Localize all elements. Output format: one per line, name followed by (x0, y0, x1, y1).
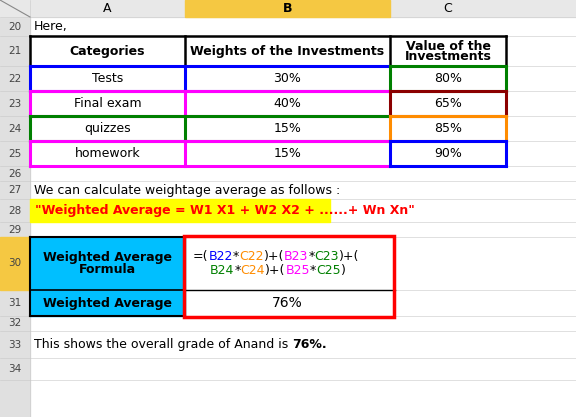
Text: Weighted Average: Weighted Average (43, 251, 172, 264)
Text: 27: 27 (9, 185, 22, 195)
Text: B22: B22 (209, 250, 233, 263)
Text: *: * (308, 250, 314, 263)
Text: 28: 28 (9, 206, 22, 216)
Text: Weighted Average: Weighted Average (43, 296, 172, 309)
Text: C24: C24 (241, 264, 265, 277)
Bar (185, 0, 390, 17)
Text: C22: C22 (239, 250, 264, 263)
Text: Categories: Categories (70, 45, 145, 58)
Bar (30, 237, 185, 316)
Text: C: C (444, 2, 452, 15)
Text: 23: 23 (9, 98, 22, 108)
Text: "Weighted Average = W1 X1 + W2 X2 + ......+ Wn Xn": "Weighted Average = W1 X1 + W2 X2 + ....… (35, 204, 415, 217)
Text: )+(: )+( (339, 250, 359, 263)
Text: quizzes: quizzes (84, 122, 131, 135)
Text: 31: 31 (9, 298, 22, 308)
Text: 32: 32 (9, 319, 22, 329)
Text: 33: 33 (9, 339, 22, 349)
Text: )+(: )+( (264, 250, 284, 263)
Text: 30: 30 (9, 259, 21, 269)
Text: 65%: 65% (434, 97, 462, 110)
Text: *: * (233, 250, 239, 263)
Bar (0, 237, 30, 290)
Text: 24: 24 (9, 123, 22, 133)
Text: =(: =( (193, 250, 209, 263)
Text: 76%: 76% (272, 296, 303, 310)
Text: 25: 25 (9, 148, 22, 158)
Text: 15%: 15% (274, 122, 301, 135)
Text: 85%: 85% (434, 122, 462, 135)
Text: ): ) (341, 264, 346, 277)
Text: We can calculate weightage average as follows :: We can calculate weightage average as fo… (34, 183, 340, 196)
Text: A: A (103, 2, 112, 15)
Text: C23: C23 (314, 250, 339, 263)
Text: B: B (283, 2, 292, 15)
Text: B23: B23 (284, 250, 308, 263)
Text: 34: 34 (9, 364, 22, 374)
Text: 21: 21 (9, 46, 22, 56)
Text: Final exam: Final exam (74, 97, 141, 110)
Text: 80%: 80% (434, 72, 462, 85)
Text: homework: homework (75, 147, 141, 160)
Text: 90%: 90% (434, 147, 462, 160)
Text: 22: 22 (9, 73, 22, 83)
Text: B24: B24 (210, 264, 234, 277)
Text: )+(: )+( (265, 264, 286, 277)
Bar (30, 199, 330, 222)
Text: Weights of the Investments: Weights of the Investments (191, 45, 385, 58)
Text: Here,: Here, (34, 20, 68, 33)
Text: This shows the overall grade of Anand is: This shows the overall grade of Anand is (34, 338, 292, 351)
Text: 26: 26 (9, 168, 22, 178)
Text: C25: C25 (316, 264, 341, 277)
Text: 76%.: 76%. (292, 338, 327, 351)
Text: 40%: 40% (274, 97, 301, 110)
Text: B25: B25 (286, 264, 310, 277)
Text: 15%: 15% (274, 147, 301, 160)
Text: Investments: Investments (404, 50, 491, 63)
Text: Formula: Formula (79, 263, 136, 276)
Text: 20: 20 (9, 22, 21, 32)
Bar (0, 0, 30, 417)
Text: 30%: 30% (274, 72, 301, 85)
Text: 29: 29 (9, 224, 22, 234)
Bar (184, 236, 394, 317)
Text: *: * (310, 264, 316, 277)
Text: Value of the: Value of the (406, 40, 491, 53)
Bar (0, 0, 576, 17)
Text: *: * (234, 264, 241, 277)
Text: Tests: Tests (92, 72, 123, 85)
